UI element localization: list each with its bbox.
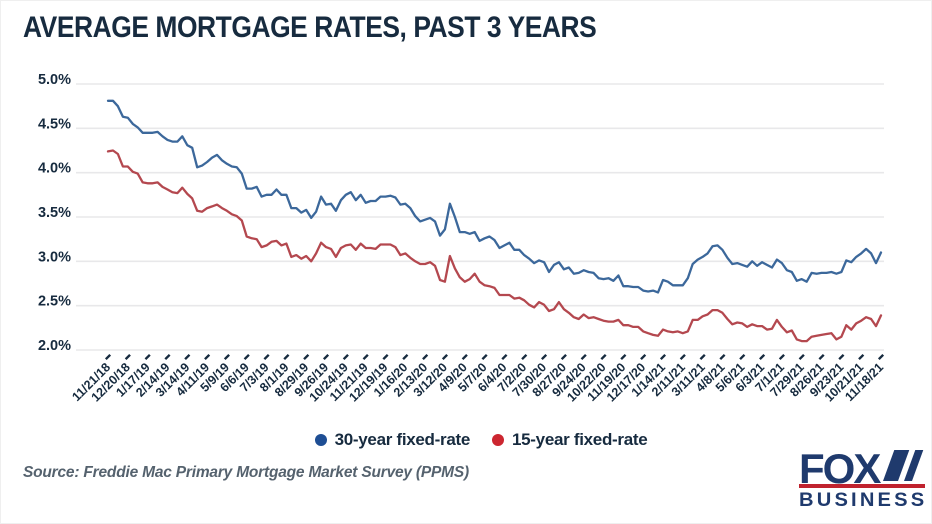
x-tick-mark xyxy=(858,353,865,361)
x-tick-mark xyxy=(739,353,746,361)
x-tick-mark xyxy=(640,353,647,361)
x-tick-mark xyxy=(679,353,686,361)
x-tick-mark xyxy=(501,353,508,361)
x-tick-mark xyxy=(818,353,825,361)
x-tick-mark xyxy=(303,353,310,361)
x-tick-mark xyxy=(362,353,369,361)
y-axis-label: 3.5% xyxy=(38,205,71,221)
x-tick-mark xyxy=(719,353,726,361)
legend-dot-red-icon xyxy=(492,434,504,446)
x-tick-mark xyxy=(560,353,567,361)
x-tick-mark xyxy=(263,353,270,361)
x-tick-mark xyxy=(778,353,785,361)
x-tick-mark xyxy=(481,353,488,361)
fox-business-logo: FOX BUSINESS xyxy=(799,448,925,512)
x-tick-mark xyxy=(580,353,587,361)
y-axis-label: 5.0% xyxy=(38,72,71,88)
x-tick-mark xyxy=(164,353,171,361)
x-tick-mark xyxy=(243,353,250,361)
legend-label-15-year: 15-year fixed-rate xyxy=(512,430,648,449)
x-tick-mark xyxy=(877,353,885,361)
x-tick-mark xyxy=(600,353,607,361)
series-line-15-year-fixed-rate xyxy=(106,149,883,343)
y-axis-label: 4.0% xyxy=(38,161,71,177)
x-tick-mark xyxy=(838,353,845,361)
x-tick-mark xyxy=(204,353,211,361)
x-tick-mark xyxy=(759,353,766,361)
x-tick-mark xyxy=(342,353,349,361)
legend-label-30-year: 30-year fixed-rate xyxy=(334,430,471,449)
x-tick-mark xyxy=(620,353,627,361)
legend-dot-blue-icon xyxy=(314,434,327,446)
x-tick-mark xyxy=(461,353,468,361)
source-caption: Source: Freddie Mac Primary Mortgage Mar… xyxy=(23,464,469,481)
y-axis-label: 2.5% xyxy=(38,294,71,310)
business-logo-text: BUSINESS xyxy=(799,489,928,511)
y-axis-label: 4.5% xyxy=(38,116,71,132)
x-tick-mark xyxy=(223,353,230,361)
y-axis-label: 2.0% xyxy=(38,338,71,354)
legend-item-15-year: 15-year fixed-rate xyxy=(492,430,648,450)
x-tick-mark xyxy=(184,353,191,361)
x-tick-mark xyxy=(144,353,151,361)
x-tick-mark xyxy=(283,353,290,361)
x-tick-mark xyxy=(659,353,667,361)
x-tick-mark xyxy=(441,353,448,361)
x-tick-mark xyxy=(699,353,706,361)
x-tick-mark xyxy=(422,353,429,361)
fox-logo-text: FOX xyxy=(799,445,881,492)
chart-title: AVERAGE MORTGAGE RATES, PAST 3 YEARS xyxy=(23,11,597,44)
x-tick-mark xyxy=(402,353,409,361)
fox-logo-red-bar xyxy=(799,484,925,488)
x-tick-mark xyxy=(382,353,389,361)
legend-item-30-year: 30-year fixed-rate xyxy=(314,430,471,450)
chart-legend: 30-year fixed-rate 15-year fixed-rate xyxy=(76,428,886,452)
x-tick-mark xyxy=(124,353,131,361)
series-line-30-year-fixed-rate xyxy=(106,99,883,294)
fox-logo-wordmark: FOX xyxy=(799,448,925,490)
x-tick-mark xyxy=(322,353,330,361)
x-tick-mark xyxy=(541,353,548,361)
x-tick-mark xyxy=(104,353,112,361)
x-tick-mark xyxy=(798,353,805,361)
x-tick-mark xyxy=(521,353,528,361)
y-axis-label: 3.0% xyxy=(38,249,71,265)
